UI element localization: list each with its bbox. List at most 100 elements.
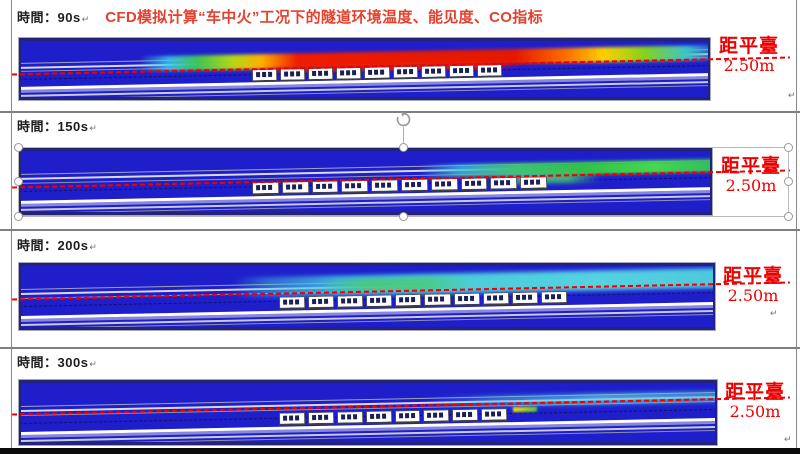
resize-handle-n[interactable] [399, 143, 408, 152]
train-window [399, 297, 404, 303]
platform-distance-value: 2.50m [729, 402, 781, 421]
train-window [536, 179, 541, 185]
train-window [340, 70, 345, 76]
train-car [280, 68, 306, 82]
paragraph-mark-icon: ↵ [89, 123, 97, 133]
tunnel-simulation-image-300s[interactable] [18, 379, 718, 446]
train-window [405, 182, 410, 188]
bottom-black-bar [0, 448, 800, 454]
train-car [371, 179, 399, 193]
train-car [308, 295, 335, 310]
train-car [540, 290, 568, 305]
train-window [464, 67, 469, 73]
train-window [464, 180, 469, 187]
tunnel-simulation-image-90s[interactable] [18, 37, 711, 101]
rotation-handle-icon [396, 111, 411, 127]
resize-handle-s[interactable] [399, 212, 408, 221]
train-window [405, 297, 410, 303]
train-window [417, 181, 422, 187]
train-window [410, 413, 415, 419]
train-window [411, 182, 416, 188]
paragraph-mark-icon: ↵ [770, 308, 778, 318]
train-window [498, 295, 503, 301]
train-window [321, 183, 326, 189]
platform-distance-label: 距平臺 2.50m [712, 382, 798, 421]
train-window [341, 298, 346, 304]
train-window [317, 414, 323, 421]
train-window [497, 411, 502, 417]
platform-label-text: 距平臺 [720, 155, 781, 177]
train-car [394, 409, 421, 424]
train-window [352, 414, 357, 420]
panel-header: 時間：90s ↵ CFD模拟计算“车中火”工况下的隧道环境温度、能见度、CO指标 [17, 6, 543, 27]
train-window [439, 412, 444, 418]
train-window [492, 295, 497, 301]
paragraph-mark-icon: ↵ [89, 359, 97, 369]
paragraph-mark-icon: ↵ [81, 14, 90, 24]
train-window [340, 414, 345, 420]
train-window [346, 414, 351, 420]
platform-distance-value: 2.50m [727, 286, 779, 305]
train-car [520, 176, 548, 190]
train-window [452, 68, 457, 74]
panel-header: 時間：300s ↵ [17, 352, 97, 371]
train-window [318, 70, 323, 76]
train-window [436, 68, 441, 74]
time-label: 時間：90s [17, 10, 81, 25]
train-window [284, 71, 289, 77]
train-window [440, 181, 445, 187]
panel-90s: 時間：90s ↵ CFD模拟计算“车中火”工况下的隧道环境温度、能见度、CO指标… [0, 0, 800, 112]
panel-150s: 時間：150s ↵ 距平臺 2.50m [0, 111, 800, 230]
train-window [312, 299, 317, 305]
platform-label-text: 距平臺 [722, 265, 783, 287]
train-window [411, 297, 416, 303]
train-car [311, 180, 339, 195]
train-car [365, 410, 392, 425]
train-car [476, 64, 503, 78]
train-window [440, 296, 445, 302]
train-car [336, 67, 362, 81]
train-car [364, 66, 390, 80]
resize-handle-sw[interactable] [14, 212, 23, 221]
train-window [351, 183, 356, 189]
train-car [366, 294, 393, 309]
platform-distance-value: 2.50m [725, 176, 777, 195]
train-window [375, 413, 380, 419]
train-window [368, 69, 373, 75]
tunnel-simulation-image-150s[interactable] [18, 147, 713, 216]
train-window [434, 181, 439, 187]
train-window [346, 70, 351, 76]
train-window [291, 184, 296, 190]
train-window [492, 67, 497, 73]
resize-handle-w[interactable] [14, 177, 23, 186]
train-window [345, 183, 350, 189]
train-window [262, 71, 267, 78]
train-car [251, 181, 280, 196]
resize-handle-se[interactable] [784, 212, 793, 221]
rotation-handle[interactable] [395, 111, 412, 128]
train-car [281, 181, 309, 195]
train-window [544, 294, 549, 300]
panel-header: 時間：200s ↵ [17, 235, 97, 254]
train-window [550, 294, 555, 300]
resize-handle-e[interactable] [784, 177, 793, 186]
smoke-hotspot [512, 406, 538, 413]
platform-distance-label: 距平臺 2.50m [706, 36, 792, 75]
resize-handle-nw[interactable] [14, 143, 23, 152]
train-window [382, 297, 387, 303]
train-car [423, 409, 450, 423]
resize-handle-ne[interactable] [784, 143, 793, 152]
train-car [307, 411, 334, 426]
panel-header: 時間：150s ↵ [17, 116, 97, 135]
train-window [527, 294, 532, 300]
train-window [380, 69, 385, 75]
train-window [295, 299, 300, 305]
train-window [283, 415, 288, 421]
train-window [396, 69, 401, 75]
train-window [256, 72, 261, 78]
train-window [469, 295, 474, 301]
train-window [457, 296, 462, 302]
train-window [456, 412, 461, 418]
train-car [336, 411, 363, 425]
